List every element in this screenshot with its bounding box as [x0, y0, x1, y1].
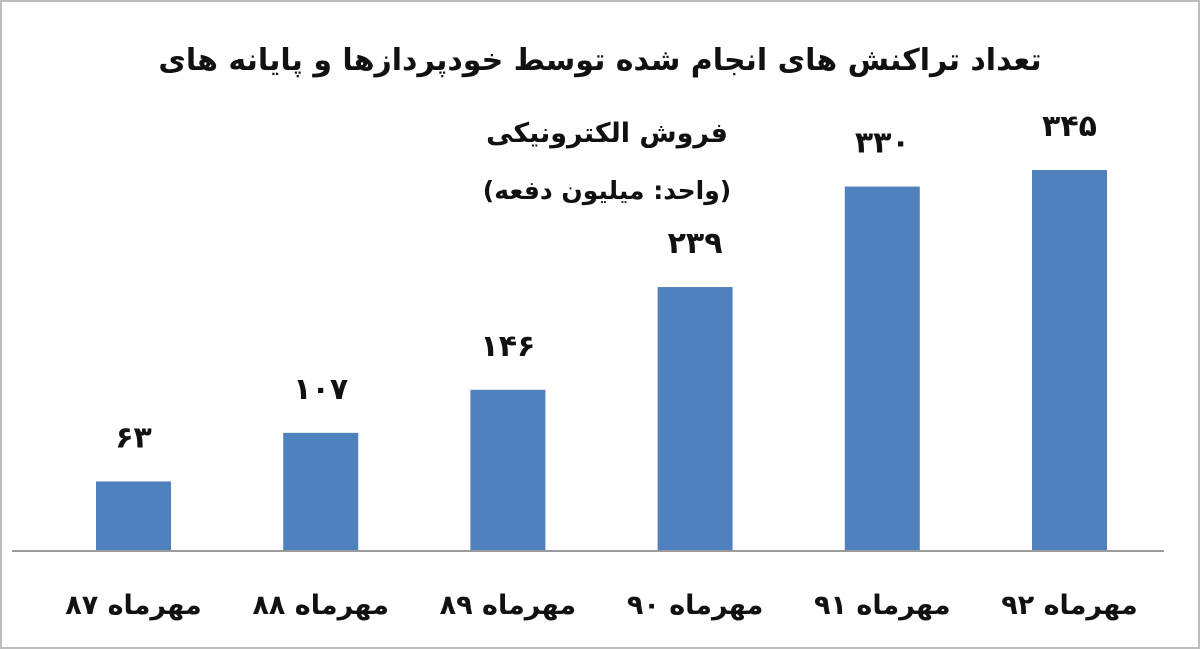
- bar-value-label: ۲۳۹: [668, 226, 723, 261]
- x-tick-label: مهرماه ۹۱: [814, 590, 951, 621]
- x-tick-label: مهرماه ۸۸: [252, 590, 389, 621]
- x-tick-label: مهرماه ۹۲: [1001, 590, 1138, 621]
- bar-2: [283, 432, 359, 551]
- x-tick-label: مهرماه ۸۷: [65, 590, 202, 621]
- x-tick-label: مهرماه ۹۰: [627, 590, 764, 621]
- chart-title-line-1: تعداد تراکنش های انجام شده توسط خودپرداز…: [158, 43, 1041, 78]
- chart-title-line-2: فروش الکترونیکی: [486, 118, 728, 149]
- bar-3: [470, 389, 546, 551]
- bar-value-label: ۱۴۶: [480, 329, 535, 364]
- bar-1: [96, 481, 171, 551]
- x-tick-label: مهرماه ۸۹: [440, 590, 577, 621]
- bar-5: [844, 186, 920, 551]
- bar-value-label: ۶۳: [115, 420, 152, 455]
- bar-4: [657, 287, 733, 551]
- bar-group: ۶۳ مهرماه ۸۷ ۱۰۷ مهرماه ۸۸ ۱۴۶ مهرماه ۸۹ ۲۳۹ مه…: [65, 109, 1138, 621]
- chart-subtitle: (واحد: میلیون دفعه): [483, 176, 731, 206]
- bar-value-label: ۳۳۰: [855, 126, 910, 161]
- bar-6: [1032, 170, 1107, 551]
- bar-value-label: ۱۰۷: [293, 372, 348, 407]
- bar-value-label: ۳۴۵: [1042, 109, 1097, 144]
